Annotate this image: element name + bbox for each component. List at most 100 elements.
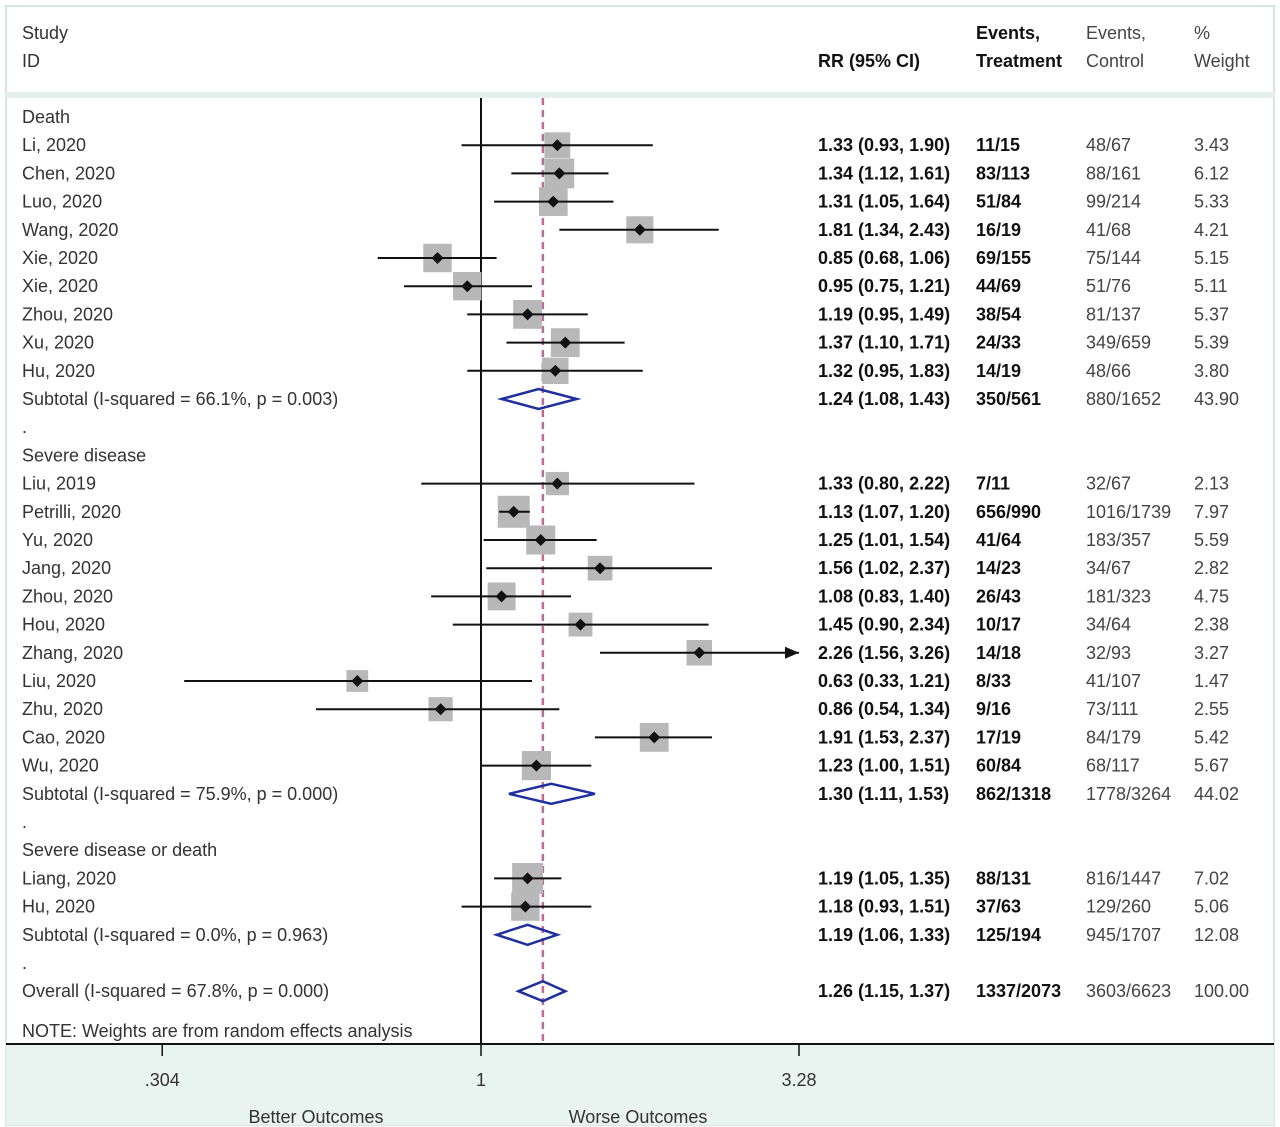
events-treatment-value: 41/64 (976, 530, 1021, 550)
weight-value: 43.90 (1194, 389, 1239, 409)
rr-ci-value: 1.34 (1.12, 1.61) (818, 163, 950, 183)
events-treatment-value: 16/19 (976, 220, 1021, 240)
weight-value: 5.59 (1194, 530, 1229, 550)
events-control-value: 349/659 (1086, 333, 1151, 353)
weight-value: 7.97 (1194, 502, 1229, 522)
events-treatment-value: 14/19 (976, 361, 1021, 381)
rr-ci-value: 0.86 (0.54, 1.34) (818, 699, 950, 719)
study-label: Cao, 2020 (22, 727, 105, 747)
overall-label: Overall (I-squared = 67.8%, p = 0.000) (22, 981, 329, 1001)
study-label: Liu, 2020 (22, 671, 96, 691)
events-control-value: 34/64 (1086, 615, 1131, 635)
header-weight-1: % (1194, 23, 1210, 43)
plot-marks: .304 1 3.28 Death Li, 2020 1.33 (0.93, 1.90) 1… (22, 98, 1249, 1090)
study-label: Luo, 2020 (22, 192, 102, 212)
study-label: Zhang, 2020 (22, 643, 123, 663)
point-estimate (521, 872, 534, 885)
events-control-value: 34/67 (1086, 558, 1131, 578)
weight-value: 5.11 (1194, 276, 1228, 296)
rr-ci-value: 1.13 (1.07, 1.20) (818, 502, 950, 522)
rr-ci-value: 0.85 (0.68, 1.06) (818, 248, 950, 268)
study-label: Petrilli, 2020 (22, 502, 121, 522)
spacer-dot: . (22, 417, 27, 437)
rr-ci-value: 0.63 (0.33, 1.21) (818, 671, 950, 691)
events-control-value: 183/357 (1086, 530, 1151, 550)
events-control-value: 73/111 (1086, 699, 1138, 719)
events-control-value: 181/323 (1086, 586, 1151, 606)
events-control-value: 816/1447 (1086, 868, 1161, 888)
study-label: Wu, 2020 (22, 756, 99, 776)
study-label: Xu, 2020 (22, 333, 94, 353)
header-rr: RR (95% CI) (818, 51, 920, 71)
events-control-value: 1778/3264 (1086, 784, 1171, 804)
weight-value: 44.02 (1194, 784, 1239, 804)
events-control-value: 32/93 (1086, 643, 1131, 663)
point-estimate (519, 900, 532, 913)
better-outcomes-label: Better Outcomes (248, 1107, 383, 1127)
subtotal-label: Subtotal (I-squared = 0.0%, p = 0.963) (22, 925, 328, 945)
rr-ci-value: 1.33 (0.80, 2.22) (818, 474, 950, 494)
rr-ci-value: 1.18 (0.93, 1.51) (818, 897, 950, 917)
weight-value: 5.15 (1194, 248, 1229, 268)
events-control-value: 945/1707 (1086, 925, 1161, 945)
events-control-value: 1016/1739 (1086, 502, 1171, 522)
point-estimate (559, 336, 572, 349)
events-treatment-value: 862/1318 (976, 784, 1051, 804)
events-treatment-value: 60/84 (976, 756, 1021, 776)
weight-value: 3.27 (1194, 643, 1229, 663)
subtotal-label: Subtotal (I-squared = 66.1%, p = 0.003) (22, 389, 338, 409)
header-divider (6, 92, 1274, 98)
worse-outcomes-label: Worse Outcomes (569, 1107, 708, 1127)
point-estimate (633, 223, 646, 236)
events-control-value: 32/67 (1086, 474, 1131, 494)
events-treatment-value: 88/131 (976, 868, 1031, 888)
events-control-value: 99/214 (1086, 192, 1141, 212)
weight-value: 12.08 (1194, 925, 1239, 945)
weight-value: 2.55 (1194, 699, 1229, 719)
weight-value: 5.39 (1194, 333, 1229, 353)
rr-ci-value: 1.45 (0.90, 2.34) (818, 615, 950, 635)
rr-ci-value: 1.19 (1.06, 1.33) (818, 925, 950, 945)
study-label: Zhou, 2020 (22, 586, 113, 606)
events-control-value: 41/68 (1086, 220, 1131, 240)
spacer-dot: . (22, 953, 27, 973)
events-control-value: 880/1652 (1086, 389, 1161, 409)
study-label: Liu, 2019 (22, 474, 96, 494)
events-treatment-value: 17/19 (976, 727, 1021, 747)
events-treatment-value: 69/155 (976, 248, 1031, 268)
rr-ci-value: 1.24 (1.08, 1.43) (818, 389, 950, 409)
point-estimate (553, 167, 566, 180)
rr-ci-value: 1.32 (0.95, 1.83) (818, 361, 950, 381)
study-label: Zhou, 2020 (22, 304, 113, 324)
point-estimate (594, 562, 607, 575)
weight-value: 5.33 (1194, 192, 1229, 212)
group-label: Death (22, 107, 70, 127)
study-label: Zhu, 2020 (22, 699, 103, 719)
axis-band (6, 1044, 1274, 1125)
events-control-value: 81/137 (1086, 304, 1141, 324)
study-label: Yu, 2020 (22, 530, 93, 550)
rr-ci-value: 1.25 (1.01, 1.54) (818, 530, 950, 550)
rr-ci-value: 1.19 (0.95, 1.49) (818, 304, 950, 324)
point-estimate (547, 195, 560, 208)
subtotal-diamond (508, 782, 596, 806)
events-treatment-value: 51/84 (976, 192, 1021, 212)
weight-value: 3.43 (1194, 135, 1229, 155)
point-estimate (648, 731, 661, 744)
events-treatment-value: 8/33 (976, 671, 1011, 691)
events-treatment-value: 350/561 (976, 389, 1041, 409)
plot-frame (5, 5, 1275, 1126)
weight-value: 5.37 (1194, 304, 1229, 324)
events-treatment-value: 7/11 (976, 474, 1010, 494)
x-tick-label: 1 (476, 1070, 486, 1090)
weight-value: 5.06 (1194, 897, 1229, 917)
events-control-value: 48/67 (1086, 135, 1131, 155)
rr-ci-value: 1.23 (1.00, 1.51) (818, 756, 950, 776)
rr-ci-value: 1.31 (1.05, 1.64) (818, 192, 950, 212)
study-label: Hu, 2020 (22, 361, 95, 381)
rr-ci-value: 1.33 (0.93, 1.90) (818, 135, 950, 155)
point-estimate (495, 590, 508, 603)
point-estimate (549, 364, 562, 377)
ci-arrow (785, 646, 799, 659)
events-treatment-value: 10/17 (976, 615, 1021, 635)
